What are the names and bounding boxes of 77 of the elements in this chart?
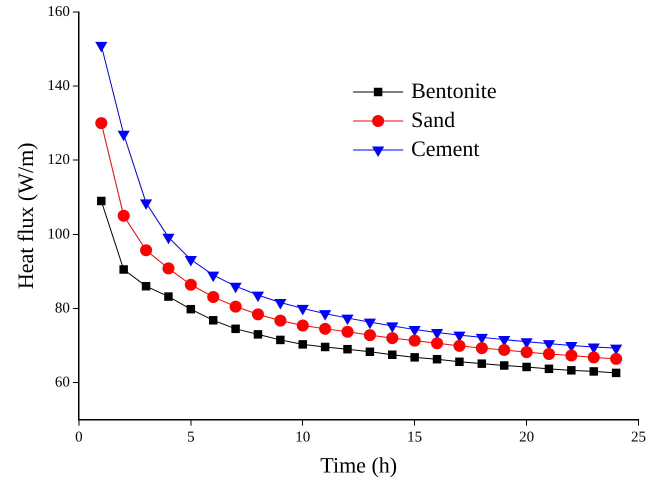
point — [186, 304, 196, 314]
point — [343, 344, 352, 354]
point — [432, 354, 442, 364]
point — [455, 358, 464, 366]
point — [500, 361, 508, 370]
y-tick-label: 140 — [47, 78, 70, 94]
legend-label: Bentonite — [411, 78, 497, 103]
y-axis-title: Heat flux (W/m) — [12, 142, 38, 290]
legend-label: Cement — [411, 136, 480, 161]
point — [366, 348, 374, 356]
x-tick-label: 5 — [187, 430, 195, 446]
point — [276, 336, 285, 344]
point — [408, 334, 421, 347]
x-tick-label: 25 — [631, 430, 646, 446]
point — [610, 352, 622, 365]
point — [388, 350, 397, 359]
point — [453, 340, 466, 352]
point — [274, 314, 286, 327]
point — [342, 326, 354, 338]
point — [520, 346, 533, 358]
point — [208, 316, 218, 325]
y-tick-label: 100 — [47, 226, 70, 242]
point — [364, 329, 376, 342]
point — [364, 318, 376, 330]
point — [118, 130, 130, 142]
point — [588, 351, 600, 364]
point — [319, 310, 332, 321]
point — [142, 282, 150, 290]
point — [431, 337, 444, 350]
point — [522, 362, 531, 372]
point — [319, 322, 332, 335]
point — [95, 117, 108, 130]
x-tick-label: 10 — [295, 430, 310, 446]
point — [478, 359, 486, 368]
point — [119, 265, 128, 274]
point — [162, 234, 174, 244]
point — [140, 199, 152, 210]
point — [320, 342, 330, 352]
point — [386, 322, 398, 333]
point — [410, 353, 419, 362]
x-tick-label: 0 — [75, 430, 83, 446]
point — [565, 349, 578, 362]
point — [542, 348, 555, 360]
point — [97, 196, 106, 206]
point — [544, 364, 554, 374]
legend-label: Sand — [411, 106, 456, 132]
point — [298, 340, 307, 349]
point — [162, 262, 174, 274]
point — [252, 308, 264, 320]
point — [230, 282, 242, 294]
point — [184, 278, 197, 291]
point — [118, 210, 130, 222]
point — [140, 244, 152, 256]
point — [231, 324, 240, 334]
y-tick-label: 160 — [47, 4, 70, 20]
point — [184, 256, 197, 267]
point — [296, 304, 309, 316]
point — [567, 366, 576, 375]
point — [252, 292, 264, 302]
point — [296, 319, 309, 332]
point — [95, 42, 108, 52]
point — [207, 290, 220, 303]
point — [254, 330, 262, 339]
point — [207, 272, 220, 282]
point — [589, 367, 598, 376]
point — [498, 344, 510, 356]
y-tick-label: 80 — [54, 300, 70, 316]
point — [164, 292, 173, 301]
y-tick-label: 120 — [47, 152, 70, 168]
point — [230, 300, 242, 313]
point — [476, 342, 488, 354]
x-axis-title: Time (h) — [320, 452, 398, 478]
x-tick-label: 15 — [407, 430, 422, 446]
y-tick-label: 60 — [54, 374, 70, 390]
point — [612, 368, 620, 378]
point — [386, 332, 398, 344]
x-tick-label: 20 — [519, 430, 534, 446]
